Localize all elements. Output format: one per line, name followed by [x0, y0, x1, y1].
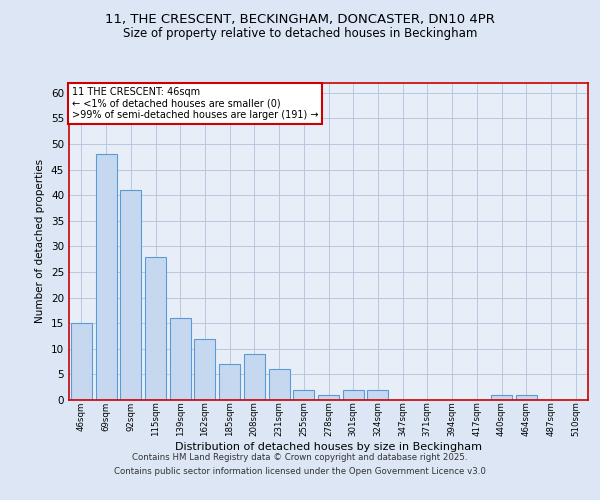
Text: 11 THE CRESCENT: 46sqm
← <1% of detached houses are smaller (0)
>99% of semi-det: 11 THE CRESCENT: 46sqm ← <1% of detached… — [71, 88, 318, 120]
Text: 11, THE CRESCENT, BECKINGHAM, DONCASTER, DN10 4PR: 11, THE CRESCENT, BECKINGHAM, DONCASTER,… — [105, 12, 495, 26]
X-axis label: Distribution of detached houses by size in Beckingham: Distribution of detached houses by size … — [175, 442, 482, 452]
Text: Size of property relative to detached houses in Beckingham: Size of property relative to detached ho… — [123, 28, 477, 40]
Bar — [516, 395, 537, 400]
Bar — [244, 354, 265, 400]
Text: Contains HM Land Registry data © Crown copyright and database right 2025.: Contains HM Land Registry data © Crown c… — [132, 454, 468, 462]
Bar — [120, 190, 141, 400]
Bar — [318, 395, 339, 400]
Bar — [491, 395, 512, 400]
Bar — [170, 318, 191, 400]
Text: Contains public sector information licensed under the Open Government Licence v3: Contains public sector information licen… — [114, 467, 486, 476]
Bar — [343, 390, 364, 400]
Bar — [367, 390, 388, 400]
Bar — [71, 323, 92, 400]
Bar — [293, 390, 314, 400]
Y-axis label: Number of detached properties: Number of detached properties — [35, 159, 46, 324]
Bar — [95, 154, 116, 400]
Bar — [145, 256, 166, 400]
Bar — [219, 364, 240, 400]
Bar — [194, 338, 215, 400]
Bar — [269, 370, 290, 400]
